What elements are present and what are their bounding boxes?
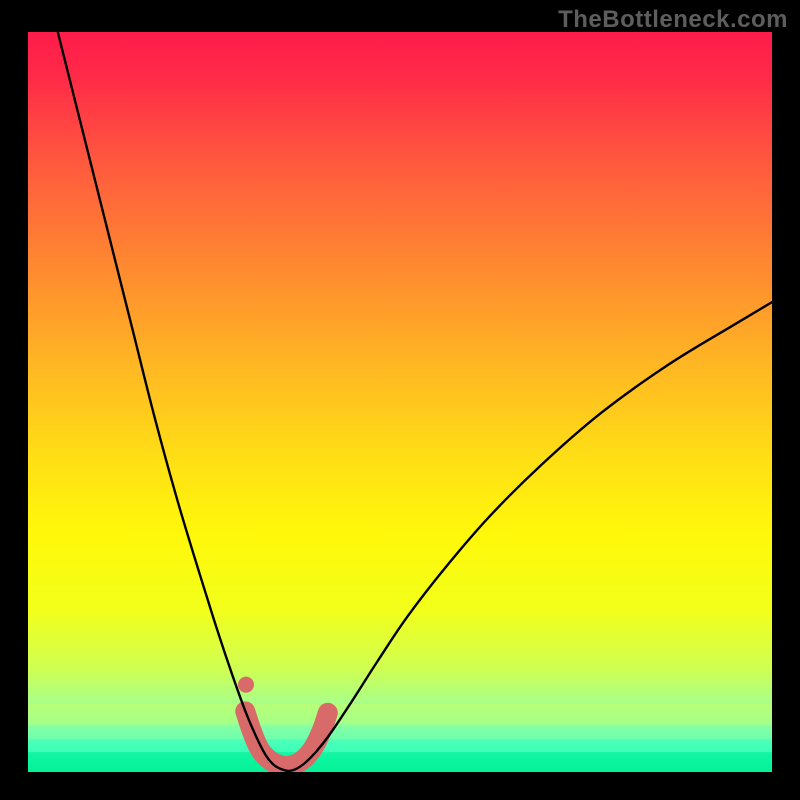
green-band xyxy=(28,704,772,726)
green-band xyxy=(28,724,772,740)
plot-background xyxy=(28,32,772,772)
watermark-text: TheBottleneck.com xyxy=(558,6,788,34)
bottleneck-chart xyxy=(0,0,800,800)
green-band xyxy=(28,752,772,772)
green-band xyxy=(28,739,772,754)
highlight-dot xyxy=(238,677,254,693)
